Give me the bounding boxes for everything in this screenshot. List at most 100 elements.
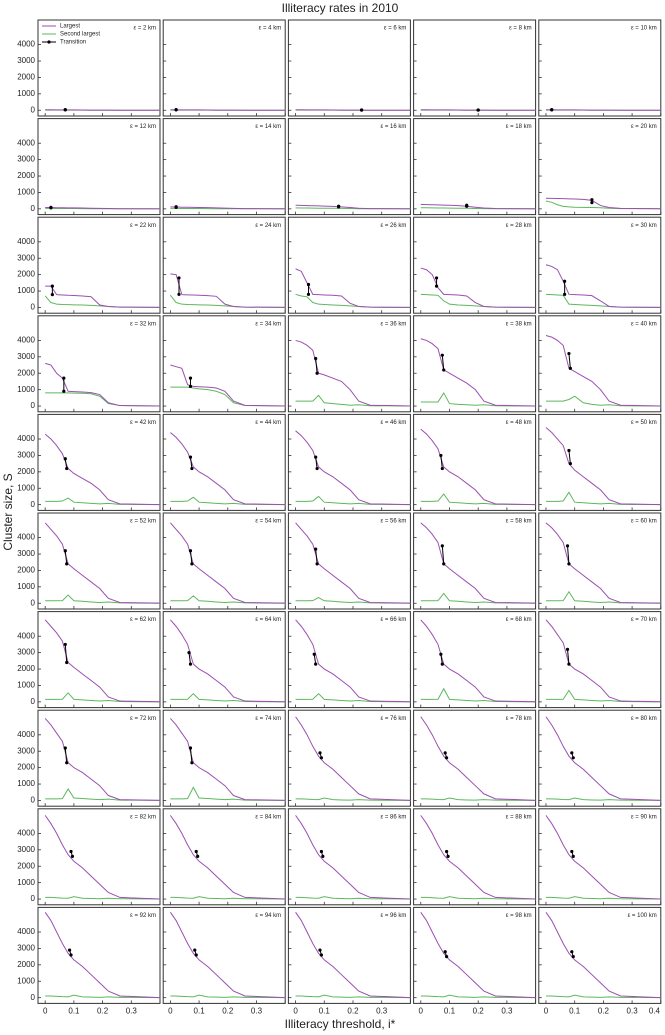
y-tick-label: 4000 <box>17 829 35 838</box>
panel-label: ε = 48 km <box>506 420 532 426</box>
panel-label: ε = 46 km <box>381 420 407 426</box>
x-tick-label: 0.2 <box>347 1007 359 1016</box>
panel-frame <box>162 413 286 511</box>
y-tick-label: 3000 <box>17 155 35 164</box>
y-tick-label: 4000 <box>17 40 35 49</box>
x-tick-label: 0.3 <box>501 1007 513 1016</box>
transition-point <box>565 647 570 651</box>
y-tick-label: 0 <box>31 993 36 1002</box>
panel-frame <box>37 906 161 1004</box>
transition-point <box>69 953 73 957</box>
y-tick-label: 2000 <box>17 171 35 180</box>
panel-frame <box>413 413 537 511</box>
y-tick-label: 4000 <box>17 237 35 246</box>
x-tick-label: 0.3 <box>126 1007 138 1016</box>
panel-frame <box>413 709 537 807</box>
y-tick-label: 1000 <box>17 779 35 788</box>
panel-frame <box>37 19 161 117</box>
x-tick-label: 0.2 <box>598 1007 610 1016</box>
panel-label: ε = 86 km <box>381 814 407 820</box>
transition-point <box>476 108 480 112</box>
y-tick-label: 0 <box>31 303 36 312</box>
largest-line <box>170 273 286 308</box>
largest-line <box>545 619 661 703</box>
transition-line <box>315 358 318 374</box>
panel-label: ε = 64 km <box>255 617 281 623</box>
largest-line <box>295 815 411 900</box>
transition-point <box>306 282 311 287</box>
panel-frame <box>37 709 161 807</box>
panel-label: ε = 50 km <box>631 420 657 426</box>
transition-point <box>360 108 364 112</box>
panel-frame <box>538 19 662 117</box>
second-largest-line <box>545 994 661 999</box>
y-tick-label: 1000 <box>17 483 35 492</box>
transition-line <box>188 652 191 665</box>
y-tick-label: 4000 <box>17 434 35 443</box>
panel-frame <box>287 611 411 709</box>
y-tick-label: 3000 <box>17 648 35 657</box>
largest-line <box>44 619 161 703</box>
transition-point <box>190 466 194 471</box>
panel-label: ε = 40 km <box>631 321 657 327</box>
second-largest-line <box>170 896 286 900</box>
x-tick-label: 0.1 <box>68 1007 80 1016</box>
largest-line <box>44 912 161 999</box>
legend-label: Largest <box>60 24 80 30</box>
largest-line <box>420 203 536 210</box>
transition-point <box>321 854 325 858</box>
transition-point <box>177 292 181 296</box>
transition-point <box>65 660 69 665</box>
panel-frame <box>37 808 161 906</box>
transition-line <box>64 458 68 469</box>
largest-line <box>170 364 286 407</box>
panel-label: ε = 38 km <box>506 321 532 327</box>
transition-point <box>187 651 191 655</box>
second-largest-line <box>295 596 411 604</box>
transition-point <box>440 662 444 666</box>
second-largest-line <box>170 386 286 407</box>
transition-point <box>174 108 178 112</box>
second-largest-line <box>170 496 286 506</box>
x-tick-label: 0.3 <box>376 1007 388 1016</box>
second-largest-line <box>170 595 286 604</box>
panel-label: ε = 8 km <box>509 26 532 32</box>
second-largest-line <box>170 786 286 801</box>
y-tick-label: 2000 <box>17 467 35 476</box>
y-tick-label: 0 <box>31 894 36 903</box>
x-tick-label: 0.4 <box>649 1007 661 1016</box>
panel-frame <box>287 19 411 117</box>
y-tick-label: 3000 <box>17 746 35 755</box>
transition-point <box>570 849 574 854</box>
second-largest-line <box>545 395 661 407</box>
transition-point <box>337 205 341 209</box>
x-tick-label: 0 <box>419 1007 424 1016</box>
second-largest-line <box>420 493 536 506</box>
largest-line <box>420 716 536 801</box>
y-tick-label: 4000 <box>17 533 35 542</box>
panel-frame <box>37 611 161 709</box>
x-tick-label: 0.1 <box>444 1007 456 1016</box>
panel-label: ε = 68 km <box>506 617 532 623</box>
y-tick-label: 4000 <box>17 927 35 936</box>
transition-point <box>63 457 67 461</box>
transition-point <box>570 751 574 755</box>
panel-label: ε = 52 km <box>130 519 156 525</box>
largest-line <box>295 522 411 604</box>
panel-label: ε = 74 km <box>255 716 281 722</box>
y-tick-label: 2000 <box>17 960 35 969</box>
largest-line <box>170 206 286 210</box>
panel-frame <box>413 216 537 314</box>
panel-frame <box>538 413 662 511</box>
largest-line <box>44 522 161 604</box>
transition-point <box>434 284 439 288</box>
transition-point <box>196 854 200 858</box>
second-largest-line <box>170 692 286 703</box>
panel-label: ε = 88 km <box>506 814 532 820</box>
transition-point <box>315 466 319 471</box>
transition-line <box>568 353 571 369</box>
second-largest-line <box>295 994 411 999</box>
second-largest-line <box>420 207 536 210</box>
panel-frame <box>162 118 286 216</box>
transition-point <box>571 756 575 760</box>
